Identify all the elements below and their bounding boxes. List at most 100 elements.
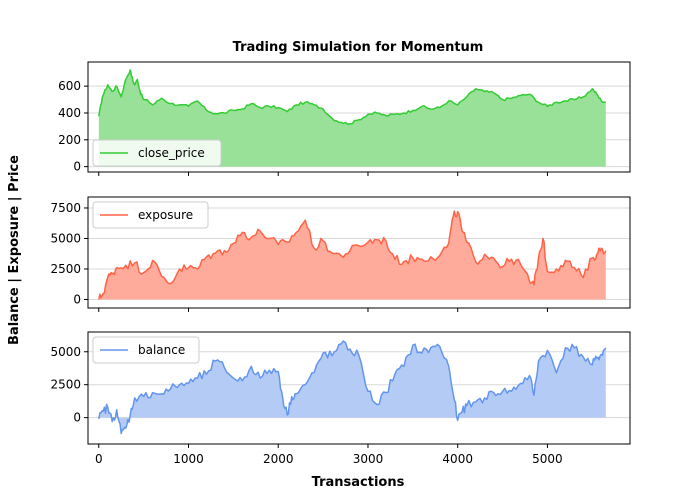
data-point-balance [520,382,522,384]
data-point-exposure [605,250,607,252]
data-point-balance [161,393,163,395]
data-point-exposure [533,284,535,286]
data-point-close_price [197,100,199,102]
panel-frame [87,331,631,445]
data-point-close_price [322,108,324,110]
data-point-balance [421,352,423,354]
data-point-exposure [98,299,100,301]
data-point-exposure [520,263,522,265]
data-point-balance [188,382,190,384]
data-point-balance [385,392,387,394]
data-point-close_price [331,117,333,119]
legend-box [92,139,222,167]
data-point-exposure [475,261,477,263]
data-point-balance [331,355,333,357]
data-point-exposure [546,270,548,272]
data-point-exposure [421,258,423,260]
y-tick-label: 7500 [50,201,81,215]
data-point-balance [111,421,113,423]
data-point-close_price [277,107,279,109]
data-point-exposure [313,247,315,249]
data-point-close_price [385,115,387,117]
panel-close_price: 0 200 400 600 close_price [58,61,631,176]
data-point-balance [394,373,396,375]
data-point-exposure [349,250,351,252]
data-point-close_price [134,84,136,86]
legend-label: close_price [138,146,205,160]
y-tick-label: 2500 [50,378,81,392]
data-point-close_price [367,113,369,115]
data-point-balance [98,418,100,420]
data-point-close_price [555,101,557,103]
data-point-close_price [214,113,216,115]
legend-label: exposure [138,208,193,222]
x-tick-label: 3000 [353,452,384,466]
data-point-balance [573,347,575,349]
data-point-balance [546,349,548,351]
data-point-exposure [466,241,468,243]
data-point-exposure [600,247,602,249]
data-point-close_price [313,104,315,106]
data-point-close_price [206,109,208,111]
data-point-exposure [358,245,360,247]
data-point-balance [412,344,414,346]
data-point-balance [555,372,557,374]
data-point-exposure [116,267,118,269]
data-point-exposure [223,250,225,252]
data-point-balance [268,369,270,371]
data-point-close_price [591,88,593,90]
data-point-close_price [511,97,513,99]
series-line-exposure [98,210,607,300]
legend-box [92,336,200,364]
panel-exposure: 0 2500 5000 7500 exposure [50,196,631,312]
data-point-exposure [304,219,306,221]
data-point-close_price [170,103,172,105]
data-point-close_price [596,93,598,95]
y-tick-label: 5000 [50,345,81,359]
data-point-close_price [564,100,566,102]
data-point-close_price [232,109,234,111]
data-point-exposure [161,275,163,277]
data-point-close_price [152,104,154,106]
data-point-close_price [448,100,450,102]
x-tick-label: 5000 [532,452,563,466]
series-line-close_price [98,69,606,126]
y-tick-label: 5000 [50,231,81,245]
data-point-close_price [147,100,149,102]
data-point-balance [107,406,109,408]
data-point-balance [197,377,199,379]
data-point-exposure [250,236,252,238]
data-point-balance [223,367,225,369]
data-point-close_price [295,104,297,106]
x-tick-label: 2000 [263,452,294,466]
data-point-close_price [466,96,468,98]
data-point-balance [206,373,208,375]
data-point-exposure [412,257,414,259]
data-point-balance [282,397,284,399]
data-point-exposure [232,242,234,244]
y-tick-label: 600 [58,79,81,93]
data-point-exposure [591,257,593,259]
data-point-close_price [125,78,127,80]
data-point-exposure [331,252,333,254]
data-point-close_price [349,123,351,125]
data-point-balance [102,410,104,412]
data-point-exposure [143,272,145,274]
panels-layer: 0 200 400 600 close_price 0 2500 5000 7500 exposu… [50,61,631,466]
y-tick-label: 0 [73,160,81,174]
x-tick-label: 1000 [173,452,204,466]
data-point-balance [448,365,450,367]
data-point-exposure [152,259,154,261]
y-axis-title: Balance | Exposure | Price [7,155,22,345]
data-point-exposure [340,255,342,257]
data-point-exposure [484,253,486,255]
data-point-exposure [538,257,540,259]
data-point-balance [538,360,540,362]
data-point-close_price [538,101,540,103]
data-point-close_price [529,93,531,95]
data-point-exposure [430,256,432,258]
data-point-close_price [304,101,306,103]
data-point-balance [241,380,243,382]
data-point-balance [591,364,593,366]
